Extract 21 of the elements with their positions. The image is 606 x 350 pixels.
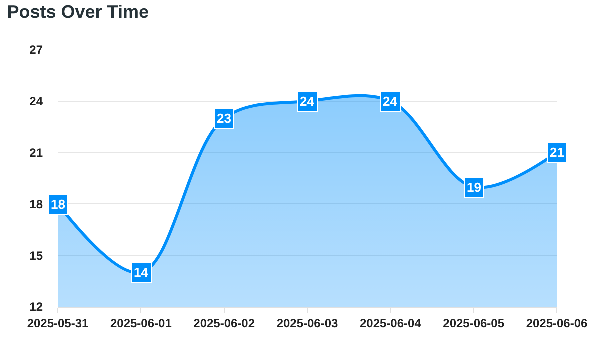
data-label: 24 xyxy=(383,94,398,109)
y-tick-label: 18 xyxy=(30,197,44,212)
x-tick-label: 2025-06-04 xyxy=(360,316,422,330)
y-tick-label: 24 xyxy=(30,94,44,109)
y-tick-label: 15 xyxy=(30,248,44,263)
y-tick-label: 21 xyxy=(30,146,44,160)
data-label: 18 xyxy=(51,197,66,212)
data-label: 19 xyxy=(467,180,482,195)
x-tick-label: 2025-06-03 xyxy=(276,316,339,330)
x-tick-label: 2025-05-31 xyxy=(27,316,90,330)
chart-title: Posts Over Time xyxy=(7,2,150,22)
y-tick-label: 12 xyxy=(30,300,44,314)
data-label: 23 xyxy=(217,111,232,126)
x-tick-label: 2025-06-01 xyxy=(110,316,172,330)
data-label: 14 xyxy=(134,265,150,280)
data-label: 24 xyxy=(300,94,316,109)
x-tick-label: 2025-06-05 xyxy=(443,316,505,330)
data-label: 21 xyxy=(550,145,564,160)
x-tick-label: 2025-06-06 xyxy=(526,316,588,330)
y-tick-label: 27 xyxy=(30,43,44,58)
x-tick-label: 2025-06-02 xyxy=(194,316,256,330)
